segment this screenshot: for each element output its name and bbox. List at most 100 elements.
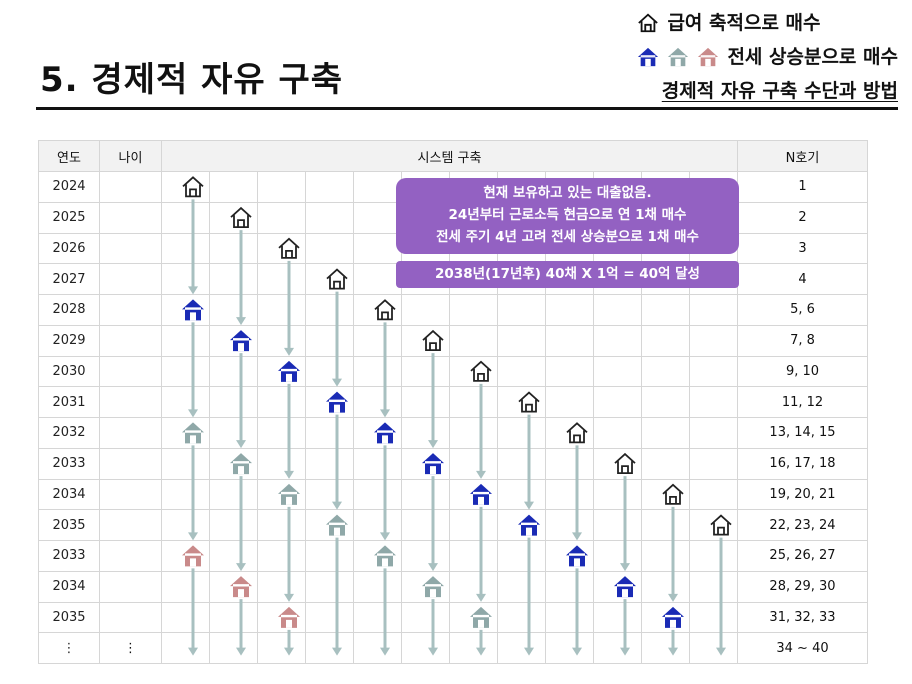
system-cell (401, 355, 450, 388)
system-cell (689, 294, 738, 326)
table-row: 2032 13, 14, 15 (38, 417, 868, 449)
count-cell: 11, 12 (737, 386, 868, 418)
system-cell (209, 570, 258, 603)
year-cell: 2034 (38, 570, 100, 603)
title-underline (36, 107, 898, 110)
system-cell (689, 632, 738, 664)
system-cell (593, 478, 642, 511)
count-cell: 25, 26, 27 (737, 540, 868, 572)
system-cell (689, 447, 738, 480)
system-cell (641, 570, 690, 603)
subtitle: 경제적 자유 구축 수단과 방법 (661, 80, 898, 102)
table-header-row: 연도 나이 시스템 구축 N호기 (38, 140, 868, 172)
year-cell: 2035 (38, 509, 100, 541)
house-outline-icon (638, 13, 659, 33)
system-cell (161, 478, 210, 511)
system-cell (449, 386, 498, 418)
goal-callout: 2038년(17년후) 40채 X 1억 = 40억 달성 (396, 261, 739, 288)
year-cell: 2033 (38, 540, 100, 572)
system-cell (641, 447, 690, 480)
system-cell (305, 447, 354, 480)
system-cell (257, 171, 306, 203)
system-cell (401, 632, 450, 664)
system-cell (209, 232, 258, 265)
system-cell (401, 386, 450, 418)
system-cell (353, 294, 402, 326)
header-system: 시스템 구축 (161, 140, 738, 172)
age-cell (99, 447, 162, 480)
system-cell (497, 447, 546, 480)
system-cell (257, 570, 306, 603)
system-cell (257, 478, 306, 511)
system-cell (449, 355, 498, 388)
table-row: ⋮ ⋮ 34 ~ 40 (38, 632, 868, 664)
count-cell: 5, 6 (737, 294, 868, 326)
system-cell (497, 324, 546, 357)
system-cell (593, 540, 642, 572)
age-cell (99, 540, 162, 572)
system-cell (257, 601, 306, 634)
system-cell (449, 294, 498, 326)
legend: 급여 축적으로 매수 전세 상승분으로 매수 경제적 자유 구축 수단과 방법 (637, 6, 898, 108)
plan-callout: 현재 보유하고 있는 대출없음. 24년부터 근로소득 현금으로 연 1채 매수… (396, 178, 739, 254)
system-cell (689, 355, 738, 388)
system-cell (689, 386, 738, 418)
count-cell: 3 (737, 232, 868, 265)
system-cell (401, 570, 450, 603)
count-cell: 16, 17, 18 (737, 447, 868, 480)
system-cell (257, 263, 306, 295)
system-cell (449, 601, 498, 634)
year-cell: 2030 (38, 355, 100, 388)
house-gray-icon (668, 47, 689, 67)
system-cell (641, 632, 690, 664)
table-row: 2035 31, 32, 33 (38, 601, 868, 634)
system-cell (497, 478, 546, 511)
system-cell (689, 601, 738, 634)
system-cell (593, 447, 642, 480)
system-cell (689, 417, 738, 449)
count-cell: 2 (737, 201, 868, 234)
year-cell: ⋮ (38, 632, 100, 664)
system-cell (161, 386, 210, 418)
system-cell (161, 263, 210, 295)
system-cell (257, 232, 306, 265)
system-cell (257, 324, 306, 357)
system-cell (161, 171, 210, 203)
table-row: 2030 9, 10 (38, 355, 868, 388)
system-cell (353, 478, 402, 511)
system-cell (161, 201, 210, 234)
table-row: 2034 19, 20, 21 (38, 478, 868, 511)
system-cell (593, 324, 642, 357)
callout-line1: 현재 보유하고 있는 대출없음. (483, 185, 652, 201)
system-cell (545, 417, 594, 449)
system-cell (497, 570, 546, 603)
system-cell (257, 201, 306, 234)
age-cell (99, 232, 162, 265)
year-cell: 2033 (38, 447, 100, 480)
system-cell (401, 324, 450, 357)
legend-gift-label: 급여 축적으로 매수 (667, 12, 821, 34)
system-cell (689, 478, 738, 511)
system-cell (401, 601, 450, 634)
year-cell: 2032 (38, 417, 100, 449)
system-cell (161, 540, 210, 572)
system-cell (497, 294, 546, 326)
system-cell (401, 447, 450, 480)
legend-jeonse-label: 전세 상승분으로 매수 (727, 46, 898, 68)
system-cell (497, 601, 546, 634)
system-cell (401, 478, 450, 511)
legend-jeonse-row: 전세 상승분으로 매수 (637, 40, 898, 74)
system-cell (593, 632, 642, 664)
system-cell (305, 324, 354, 357)
system-cell (641, 601, 690, 634)
count-cell: 22, 23, 24 (737, 509, 868, 541)
header-count: N호기 (737, 140, 868, 172)
age-cell: ⋮ (99, 632, 162, 664)
count-cell: 1 (737, 171, 868, 203)
system-cell (257, 294, 306, 326)
system-cell (257, 509, 306, 541)
system-cell (305, 232, 354, 265)
system-cell (209, 355, 258, 388)
system-cell (353, 570, 402, 603)
system-cell (209, 324, 258, 357)
